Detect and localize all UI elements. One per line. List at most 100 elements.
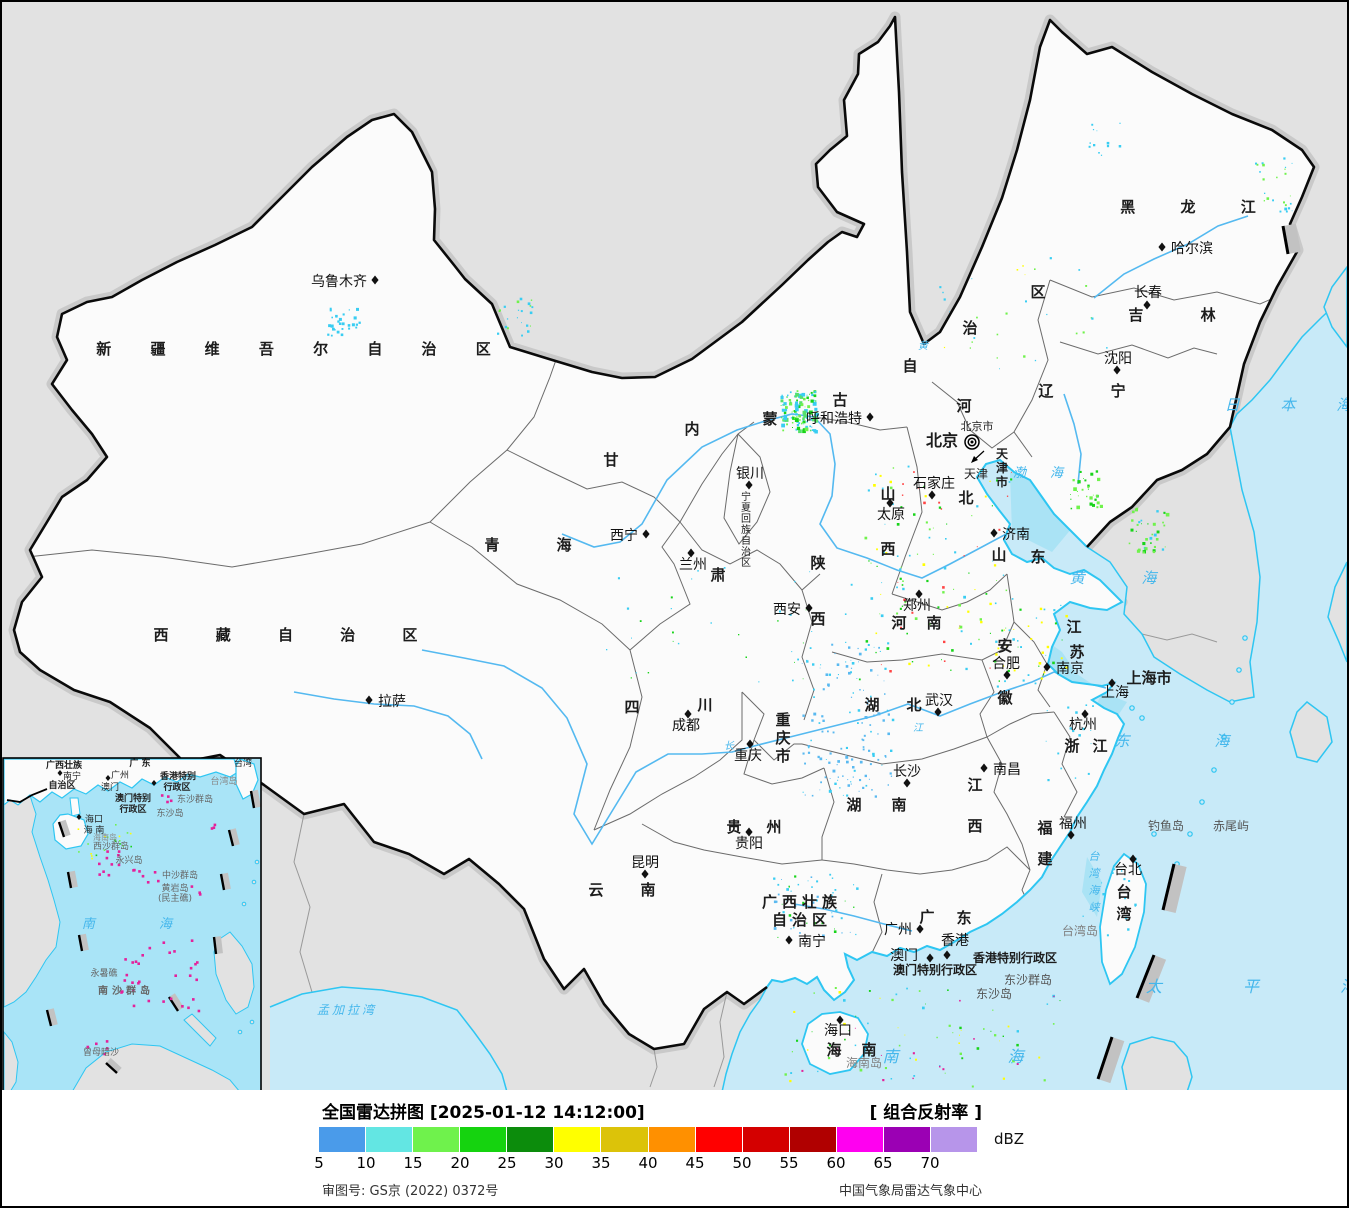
boundary-dash bbox=[1281, 225, 1290, 255]
echo-dot bbox=[794, 661, 795, 663]
shallow-water-patch bbox=[1082, 857, 1102, 917]
echo-dot bbox=[1034, 268, 1036, 270]
small-island bbox=[1187, 831, 1193, 837]
small-island bbox=[1242, 635, 1248, 641]
echo-dot bbox=[875, 651, 877, 654]
echo-dot bbox=[852, 776, 854, 778]
inset-island-mark bbox=[105, 1047, 109, 1050]
province-border bbox=[629, 521, 691, 651]
echo-dot bbox=[924, 495, 927, 498]
echo-dot bbox=[881, 582, 883, 584]
echo-dot bbox=[892, 467, 895, 469]
echo-dot bbox=[998, 528, 1001, 531]
echo-dot bbox=[1046, 710, 1048, 712]
echo-dot bbox=[1093, 144, 1096, 147]
echo-dot bbox=[840, 917, 843, 920]
echo-dot bbox=[995, 640, 998, 643]
inset-label: 东沙岛 bbox=[156, 807, 183, 819]
echo-dot bbox=[1284, 204, 1287, 207]
echo-dot bbox=[1123, 878, 1126, 881]
echo-dot bbox=[985, 593, 988, 595]
nine-dash-segment bbox=[66, 871, 73, 889]
inset-island-mark bbox=[138, 980, 141, 984]
echo-dot bbox=[1011, 598, 1014, 600]
echo-dot bbox=[1264, 192, 1266, 194]
province-label: 四 bbox=[624, 698, 639, 716]
echo-dot bbox=[1090, 472, 1094, 476]
echo-dot bbox=[806, 421, 808, 423]
province-border bbox=[801, 736, 988, 765]
echo-dot bbox=[870, 597, 874, 600]
tick-70: 70 bbox=[920, 1154, 940, 1172]
echo-dot bbox=[873, 646, 875, 648]
echo-dot bbox=[791, 1051, 793, 1053]
province-label: 北京 bbox=[926, 431, 958, 450]
echo-dot bbox=[355, 326, 358, 329]
echo-dot bbox=[842, 794, 844, 796]
echo-dot bbox=[794, 410, 797, 413]
inset-island-mark bbox=[86, 1045, 90, 1049]
echo-dot bbox=[913, 513, 916, 516]
echo-dot bbox=[672, 640, 674, 642]
inset-island-mark bbox=[102, 870, 105, 873]
echo-dot bbox=[795, 401, 798, 405]
echo-dot bbox=[1134, 508, 1138, 512]
echo-dot bbox=[1060, 657, 1063, 660]
small-island bbox=[1236, 667, 1242, 673]
echo-dot bbox=[971, 341, 973, 343]
inset-leizhou bbox=[69, 797, 81, 817]
boundary-dash bbox=[1161, 863, 1176, 911]
small-island bbox=[1221, 734, 1227, 740]
province-label: 江 bbox=[1066, 618, 1081, 636]
echo-dot bbox=[886, 647, 890, 650]
echo-dot bbox=[845, 746, 848, 749]
inset-echo-dot bbox=[113, 839, 116, 841]
echo-dot bbox=[1075, 332, 1078, 335]
echo-dot bbox=[497, 332, 500, 335]
echo-dot bbox=[1017, 646, 1019, 648]
city-label: 杭州 bbox=[1069, 717, 1097, 733]
echo-dot bbox=[1024, 274, 1026, 276]
echo-dot bbox=[531, 306, 534, 309]
province-border bbox=[1059, 341, 1218, 359]
province-label: 重 bbox=[775, 711, 790, 729]
echo-dot bbox=[874, 795, 877, 798]
echo-dot bbox=[1004, 680, 1006, 683]
echo-dot bbox=[867, 644, 870, 646]
city-marker bbox=[980, 763, 988, 773]
echo-dot bbox=[783, 411, 787, 415]
province-border bbox=[821, 846, 1031, 875]
echo-dot bbox=[891, 998, 894, 1002]
city-label: 昆明 bbox=[631, 855, 659, 871]
echo-dot bbox=[901, 605, 904, 607]
echo-dot bbox=[812, 663, 815, 666]
map-small-label: 东沙岛 bbox=[976, 986, 1012, 1001]
echo-dot bbox=[351, 323, 355, 327]
echo-dot bbox=[1256, 163, 1259, 166]
city-marker bbox=[1043, 662, 1051, 672]
dash-shadow bbox=[1163, 864, 1187, 914]
echo-dot bbox=[1140, 519, 1143, 522]
echo-dot bbox=[804, 427, 809, 432]
echo-dot bbox=[802, 901, 805, 904]
echo-dot bbox=[906, 632, 908, 635]
capital-symbol-dot bbox=[970, 440, 974, 444]
echo-dot bbox=[784, 414, 786, 416]
echo-dot bbox=[785, 406, 788, 409]
echo-dot bbox=[813, 688, 815, 691]
city-label: 澳门 bbox=[890, 948, 918, 964]
echo-dot bbox=[882, 719, 885, 722]
province-border bbox=[723, 433, 771, 545]
echo-dot bbox=[965, 667, 968, 671]
echo-dot bbox=[1098, 152, 1100, 154]
echo-dot bbox=[1094, 498, 1097, 501]
city-label: 长春 bbox=[1134, 285, 1162, 301]
echo-dot bbox=[835, 909, 838, 912]
echo-dot bbox=[870, 730, 872, 733]
echo-dot bbox=[1263, 200, 1265, 202]
echo-dot bbox=[780, 606, 782, 608]
colorbar-seg-70 bbox=[931, 1127, 978, 1152]
province-label: 湖 bbox=[846, 796, 861, 814]
sea-label: 渤 海 bbox=[1013, 466, 1073, 481]
inset-island-mark bbox=[174, 974, 177, 977]
